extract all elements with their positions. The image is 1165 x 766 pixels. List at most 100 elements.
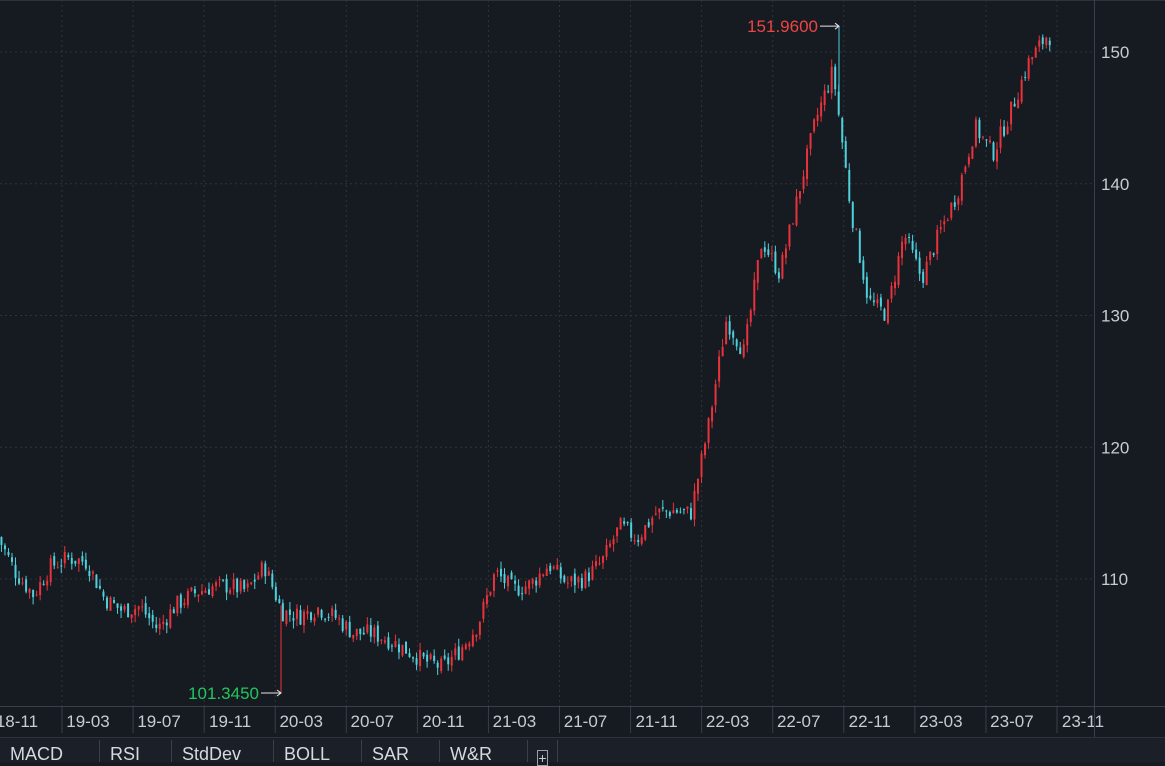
x-tick-label: 22-07 — [777, 712, 820, 731]
candle-body — [711, 407, 714, 422]
candle-body — [264, 563, 267, 577]
x-tick-label: 22-03 — [706, 712, 749, 731]
candle-body — [981, 136, 984, 138]
candle-body — [696, 479, 699, 494]
candle-body — [855, 228, 858, 230]
candle-body — [98, 585, 101, 589]
candle-body — [988, 140, 991, 143]
candle-body — [1006, 126, 1009, 135]
candle-body — [313, 617, 316, 622]
candle-body — [598, 563, 601, 565]
x-tick-label: 20-11 — [422, 712, 464, 731]
candle-body — [232, 579, 235, 590]
candle-body — [950, 202, 953, 219]
candle-body — [390, 645, 393, 647]
y-tick-label: 120 — [1101, 438, 1129, 457]
candle-body — [151, 614, 154, 622]
candle-body — [482, 601, 485, 619]
candle-body — [760, 249, 763, 259]
candle-body — [7, 552, 10, 556]
candle-body — [1034, 47, 1037, 58]
tab-wr[interactable]: W&R — [440, 740, 528, 764]
candle-body — [49, 558, 52, 582]
candle-body — [211, 586, 214, 597]
tab-rsi[interactable]: RSI — [100, 740, 172, 764]
candle-body — [992, 142, 995, 161]
candle-body — [193, 589, 196, 594]
x-tick-label: 20-07 — [351, 712, 394, 731]
candle-body — [985, 139, 988, 141]
candle-body — [566, 582, 569, 584]
candle-body — [908, 237, 911, 239]
tab-boll[interactable]: BOLL — [274, 740, 362, 764]
y-tick-label: 110 — [1101, 570, 1128, 589]
candle-body — [1045, 37, 1048, 45]
tab-sar[interactable]: SAR — [362, 740, 440, 764]
candle-body — [260, 562, 263, 577]
candle-body — [70, 557, 73, 564]
candle-body — [939, 227, 942, 230]
candle-body — [830, 66, 833, 94]
chart-canvas[interactable]: 110 120 130 140 150 18-11 19-03 19-07 19-11 20-03… — [0, 0, 1165, 737]
candle-body — [820, 102, 823, 117]
candle-body — [105, 597, 108, 609]
candle-body — [626, 522, 629, 524]
candle-body — [721, 346, 724, 357]
candle-body — [957, 198, 960, 205]
candle-body — [190, 587, 193, 591]
candle-body — [317, 607, 320, 615]
x-tick-label: 18-11 — [0, 712, 38, 731]
candle-body — [169, 609, 172, 628]
candle-body — [208, 589, 211, 595]
candle-body — [88, 570, 91, 577]
candle-body — [739, 347, 742, 355]
candle-body — [440, 658, 443, 671]
candle-body — [531, 579, 534, 584]
candle-body — [408, 653, 411, 657]
candle-body — [1003, 126, 1006, 136]
candle-body — [876, 299, 879, 304]
candle-body — [324, 618, 327, 620]
candle-body — [285, 610, 288, 624]
candle-body — [1038, 40, 1041, 47]
candle-body — [383, 640, 386, 643]
x-tick-label: 19-07 — [137, 712, 180, 731]
candle-body — [816, 114, 819, 121]
tab-macd-label: MACD — [10, 744, 63, 764]
candle-body — [134, 608, 137, 616]
candle-body — [429, 654, 432, 660]
candle-body — [176, 595, 179, 614]
x-tick-label: 23-07 — [990, 712, 1033, 731]
candle-body — [1017, 99, 1020, 109]
x-tick-label: 21-07 — [564, 712, 607, 731]
candle-body — [218, 579, 221, 581]
add-indicator-button[interactable]: + — [528, 740, 558, 766]
candle-body — [436, 662, 439, 668]
candle-body — [570, 576, 573, 582]
candle-body — [563, 575, 566, 582]
candle-body — [904, 237, 907, 245]
candle-body — [630, 522, 633, 538]
candle-body — [271, 573, 274, 587]
candle-body — [507, 575, 510, 587]
candle-body — [475, 634, 478, 638]
candle-body — [806, 148, 809, 180]
candles — [0, 26, 1051, 694]
candle-body — [559, 567, 562, 579]
candle-body — [901, 241, 904, 259]
candle-body — [552, 566, 555, 569]
candle-body — [946, 220, 949, 222]
candle-body — [419, 649, 422, 667]
tab-macd[interactable]: MACD — [0, 740, 100, 764]
candle-body — [823, 90, 826, 106]
candle-body — [573, 573, 576, 586]
tab-stddev[interactable]: StdDev — [172, 740, 274, 764]
candle-body — [162, 621, 165, 625]
candle-body — [373, 627, 376, 638]
plus-icon: + — [537, 750, 548, 766]
candle-body — [468, 643, 471, 647]
candle-body — [637, 540, 640, 543]
candle-body — [394, 641, 397, 647]
candle-body — [841, 117, 844, 143]
